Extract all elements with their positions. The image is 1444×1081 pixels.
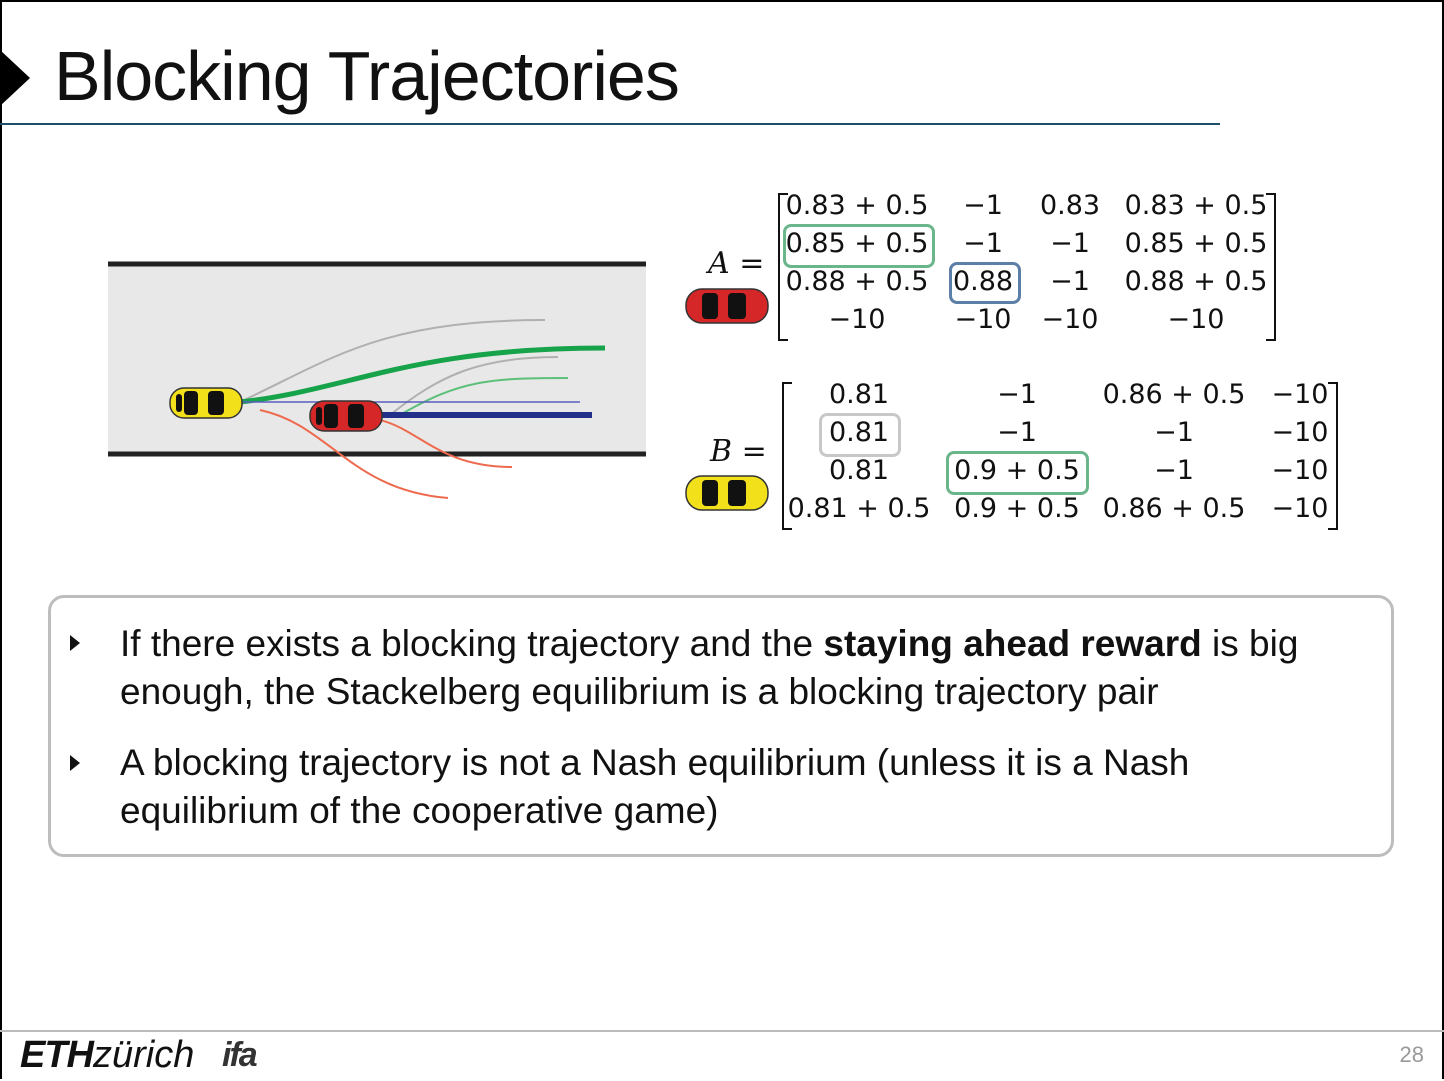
matrix-a-cell: 0.85 + 0.5 xyxy=(785,228,929,259)
bullet-box xyxy=(48,595,1394,857)
matrix-a-cell: −10 xyxy=(828,304,886,335)
bullet-arrow-icon xyxy=(70,755,80,771)
matrix-a-cell: −1 xyxy=(963,228,1003,259)
yellow-car-icon xyxy=(685,475,769,511)
matrix-b-cell: −1 xyxy=(1154,417,1194,448)
red-car-icon xyxy=(685,288,769,324)
matrix-a-equals: = xyxy=(739,246,765,281)
footer-rule xyxy=(0,1030,1444,1032)
traj-gray-1 xyxy=(239,319,546,403)
bullet-item-1: If there exists a blocking trajectory an… xyxy=(120,620,1360,716)
matrix-b-cell: −10 xyxy=(1271,417,1329,448)
traj-red-1 xyxy=(259,409,449,499)
matrix-b-right-bracket xyxy=(1328,382,1338,530)
page-number: 28 xyxy=(1399,1042,1424,1067)
matrix-b-equals: = xyxy=(741,434,767,469)
matrix-b-cell: −10 xyxy=(1271,455,1329,486)
road-trajectory-figure xyxy=(108,261,646,499)
matrix-b-cell: −1 xyxy=(997,417,1037,448)
matrix-b-cell: 0.81 xyxy=(828,379,890,410)
traj-red-2 xyxy=(379,419,513,468)
matrix-b-cell: −1 xyxy=(1154,455,1194,486)
matrix-b-cell: −10 xyxy=(1271,379,1329,410)
matrix-b-green-highlight xyxy=(946,451,1089,495)
matrix-b-gray-highlight xyxy=(819,413,901,457)
red-car-icon xyxy=(309,400,383,432)
matrix-b-cell: 0.86 + 0.5 xyxy=(1102,493,1246,524)
bullet-1-pre: If there exists a blocking trajectory an… xyxy=(120,623,824,664)
matrix-a-cell: −1 xyxy=(1050,266,1090,297)
matrix-a-cell: −1 xyxy=(1050,228,1090,259)
ifa-logo: ifa xyxy=(222,1036,258,1074)
matrix-a-cell: −1 xyxy=(963,190,1003,221)
matrix-b-cell: 0.9 + 0.5 xyxy=(954,455,1080,486)
matrix-a-cell: 0.88 + 0.5 xyxy=(1124,266,1268,297)
matrix-a-letter: A xyxy=(708,246,730,281)
matrix-a-right-bracket xyxy=(1266,193,1276,341)
bullet-arrow-icon xyxy=(70,635,80,651)
matrix-a-cell: −10 xyxy=(1167,304,1225,335)
title-rule xyxy=(0,123,1220,125)
bullet-1-bold: staying ahead reward xyxy=(823,623,1202,664)
matrix-b-cell: 0.81 xyxy=(828,417,890,448)
slide-title: Blocking Trajectories xyxy=(54,37,680,115)
matrix-b-label: B = xyxy=(710,434,767,469)
matrix-a-cell: −10 xyxy=(1041,304,1099,335)
eth-zurich-logo: ETHzürich xyxy=(20,1034,194,1077)
yellow-car-icon xyxy=(169,387,243,419)
title-marker-icon xyxy=(0,50,30,106)
matrix-a-cell: 0.83 xyxy=(1039,190,1101,221)
matrix-b-left-bracket xyxy=(782,382,792,530)
matrix-a-blue-highlight xyxy=(949,262,1021,304)
eth-logo-rest: zürich xyxy=(93,1034,195,1076)
matrix-a-label: A = xyxy=(708,246,764,281)
traj-green-main xyxy=(239,345,606,405)
bullet-1-post: is big enough, the Stackelberg equilibri… xyxy=(120,623,1299,712)
matrix-a-cell: −10 xyxy=(954,304,1012,335)
matrix-a-green-highlight xyxy=(783,224,935,268)
matrix-a-cell: 0.85 + 0.5 xyxy=(1124,228,1268,259)
matrix-b-cell: 0.81 xyxy=(828,455,890,486)
matrix-a-cell: 0.88 xyxy=(952,266,1014,297)
matrix-b-cell: 0.81 + 0.5 xyxy=(787,493,931,524)
matrix-a-cell: 0.88 + 0.5 xyxy=(785,266,929,297)
matrix-b-letter: B xyxy=(710,434,733,469)
matrix-b-cell: −1 xyxy=(997,379,1037,410)
bullet-item-2: A blocking trajectory is not a Nash equi… xyxy=(120,742,1190,831)
eth-logo-bold: ETH xyxy=(20,1034,94,1076)
matrix-b-cell: 0.86 + 0.5 xyxy=(1102,379,1246,410)
matrix-a-cell: 0.83 + 0.5 xyxy=(1124,190,1268,221)
traj-green-thin xyxy=(399,377,569,416)
matrix-a-cell: 0.83 + 0.5 xyxy=(785,190,929,221)
matrix-a-left-bracket xyxy=(778,193,788,341)
matrix-b-cell: 0.9 + 0.5 xyxy=(954,493,1080,524)
matrix-b-cell: −10 xyxy=(1271,493,1329,524)
